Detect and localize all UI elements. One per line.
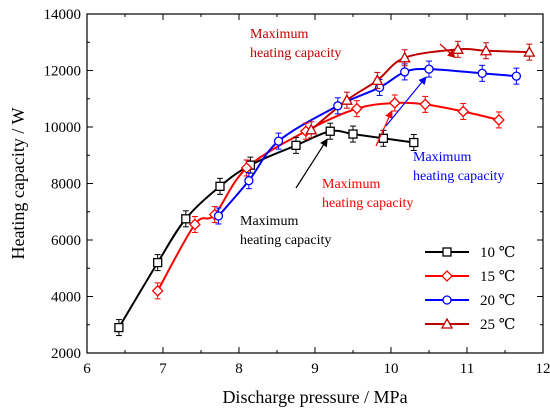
data-point bbox=[388, 97, 401, 109]
data-point bbox=[371, 74, 384, 86]
data-point bbox=[273, 136, 284, 146]
data-point bbox=[419, 98, 432, 111]
data-point bbox=[457, 105, 470, 118]
data-point bbox=[244, 176, 254, 186]
data-point bbox=[479, 44, 493, 56]
data-point bbox=[493, 114, 505, 126]
series-line bbox=[118, 129, 414, 329]
series-line bbox=[156, 101, 500, 292]
legend-label: 10 ℃ bbox=[480, 245, 516, 261]
legend-marker bbox=[442, 295, 452, 305]
legend: 10 ℃ 15 ℃ 20 ℃ 25 ℃ bbox=[425, 245, 516, 333]
data-point bbox=[291, 140, 301, 151]
y-tick-label: 10000 bbox=[44, 120, 82, 136]
data-point bbox=[305, 123, 318, 135]
annotation-text: heating capacity bbox=[322, 196, 413, 211]
x-axis-title: Discharge pressure / MPa bbox=[222, 387, 407, 407]
axis-layer: 6 7 8 9 10 11 12 2000 4000 6000 8000 10000 12000 1400… bbox=[44, 7, 550, 377]
annotation-arrow bbox=[385, 76, 427, 127]
data-point bbox=[213, 211, 224, 221]
annotation-text: Maximum bbox=[322, 177, 380, 192]
y-tick-label: 6000 bbox=[51, 233, 81, 249]
data-point bbox=[348, 129, 358, 139]
x-tick-label: 11 bbox=[460, 361, 474, 377]
annotation-arrow bbox=[375, 110, 393, 147]
legend-label: 25 ℃ bbox=[480, 317, 516, 333]
y-tick-label: 4000 bbox=[51, 290, 81, 306]
annotation-arrow bbox=[295, 138, 328, 189]
data-point bbox=[350, 102, 363, 115]
y-tick-label: 8000 bbox=[51, 177, 81, 193]
annotation-text: heating capacity bbox=[240, 233, 331, 248]
annotation-text: heating capacity bbox=[413, 169, 504, 184]
annotation-text: Maximum bbox=[413, 150, 471, 165]
annotation-arrow bbox=[439, 43, 456, 58]
legend-marker bbox=[442, 247, 452, 257]
data-point bbox=[333, 101, 343, 111]
data-point bbox=[153, 257, 163, 268]
x-tick-label: 9 bbox=[311, 361, 319, 377]
data-point bbox=[114, 322, 124, 333]
data-point bbox=[189, 218, 201, 231]
y-tick-label: 12000 bbox=[44, 64, 82, 80]
y-tick-label: 14000 bbox=[44, 7, 82, 23]
annotation-text: Maximum bbox=[250, 27, 308, 42]
data-point bbox=[340, 93, 354, 105]
y-axis-title: Heating capacity / W bbox=[8, 107, 28, 259]
data-point bbox=[398, 51, 411, 63]
data-point bbox=[400, 67, 410, 77]
legend-marker bbox=[441, 270, 453, 282]
data-point bbox=[511, 71, 522, 81]
annotation-layer: Maximum heating capacity Maximum heating ca… bbox=[240, 27, 504, 248]
annotation-text: Maximum bbox=[240, 214, 298, 229]
data-point bbox=[325, 126, 335, 136]
x-tick-label: 8 bbox=[235, 361, 243, 377]
y-tick-label: 2000 bbox=[51, 346, 81, 362]
x-tick-label: 12 bbox=[536, 361, 550, 377]
data-point bbox=[215, 181, 225, 191]
data-point bbox=[424, 64, 434, 74]
data-point bbox=[151, 284, 164, 297]
x-tick-label: 7 bbox=[159, 361, 167, 377]
legend-marker bbox=[440, 317, 454, 329]
x-tick-label: 6 bbox=[83, 361, 91, 377]
data-point bbox=[409, 137, 419, 148]
x-tick-label: 10 bbox=[384, 361, 399, 377]
legend-label: 20 ℃ bbox=[480, 293, 516, 309]
data-point bbox=[181, 214, 191, 224]
data-point bbox=[523, 45, 536, 57]
annotation-text: heating capacity bbox=[250, 46, 341, 61]
marker-layer bbox=[114, 40, 536, 337]
data-point bbox=[477, 68, 487, 78]
series-line bbox=[217, 67, 517, 217]
legend-label: 15 ℃ bbox=[480, 269, 516, 285]
